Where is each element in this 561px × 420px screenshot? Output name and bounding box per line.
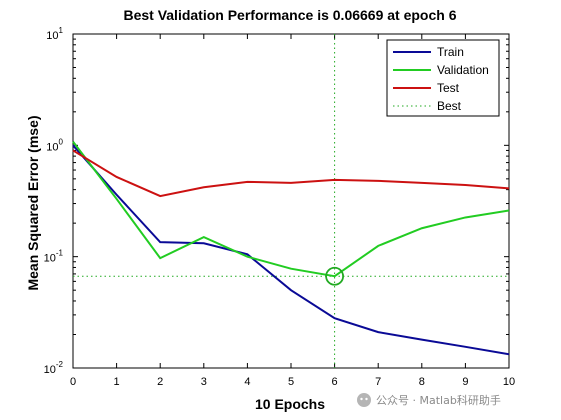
best-marker (325, 266, 345, 286)
watermark: 公众号 · Matlab科研助手 (357, 393, 501, 407)
y-tick-label: 10-1 (44, 249, 64, 265)
x-tick-label: 9 (462, 376, 468, 388)
wechat-icon-eye-left (360, 397, 363, 401)
x-tick-label: 6 (332, 376, 338, 388)
wechat-icon (357, 393, 371, 407)
y-tick-label: 10-2 (44, 360, 64, 376)
legend-label-validation: Validation (437, 63, 489, 77)
x-tick-label: 0 (70, 376, 76, 388)
watermark-text: 公众号 · Matlab科研助手 (376, 393, 501, 407)
legend-label-test: Test (437, 81, 460, 95)
wechat-icon-eye-right (365, 397, 368, 401)
legend-label-train: Train (437, 45, 464, 59)
x-tick-label: 1 (114, 376, 120, 388)
x-tick-label: 4 (244, 376, 250, 388)
x-tick-label: 8 (419, 376, 425, 388)
legend-label-best: Best (437, 99, 462, 113)
y-axis-label: Mean Squared Error (mse) (25, 115, 41, 290)
x-tick-label: 5 (288, 376, 294, 388)
x-tick-label: 3 (201, 376, 207, 388)
series-line-train (72, 144, 510, 356)
x-tick-label: 10 (503, 376, 515, 388)
y-tick-label: 101 (46, 26, 63, 42)
series-line-test (72, 149, 510, 198)
chart-title: Best Validation Performance is 0.06669 a… (123, 7, 456, 23)
series-line-validation (72, 141, 510, 278)
x-axis-label: 10 Epochs (255, 396, 325, 412)
y-tick-label: 100 (46, 137, 63, 153)
legend: Train Validation Test Best (386, 39, 500, 117)
x-tick-label: 7 (375, 376, 381, 388)
x-tick-label: 2 (157, 376, 163, 388)
